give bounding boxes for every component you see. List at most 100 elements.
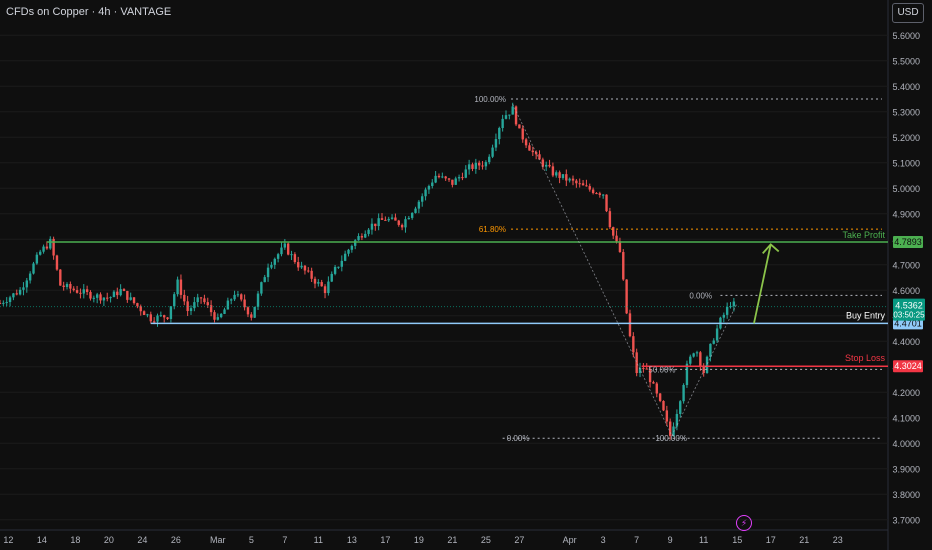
y-axis: 5.6000 5.5000 5.4000 5.3000 5.2000 5.1000 5.00… <box>892 31 920 525</box>
candle-body <box>591 189 595 194</box>
candle-body <box>397 220 400 225</box>
y-tick-label: 4.0000 <box>892 439 920 449</box>
x-tick-label: 11 <box>699 535 708 545</box>
candle-body <box>320 282 323 287</box>
candle-body <box>424 189 427 197</box>
candle-body <box>514 106 518 125</box>
candle-body <box>471 164 474 169</box>
candle-body <box>400 224 404 228</box>
candle-body <box>414 208 417 213</box>
lightning-icon[interactable]: ⚡ <box>736 515 752 531</box>
candle-body <box>286 243 290 255</box>
candle-body <box>236 294 240 296</box>
candle-body <box>146 314 149 316</box>
candle-body <box>340 260 343 267</box>
chart-title: CFDs on Copper · 4h · VANTAGE <box>6 6 172 18</box>
y-tick-label: 3.8000 <box>892 490 920 500</box>
candle-body <box>642 367 645 369</box>
candle-body <box>518 124 521 129</box>
candle-body <box>199 297 203 299</box>
x-tick-label: Apr <box>563 535 577 545</box>
candle-body <box>377 218 380 227</box>
x-tick-label: 15 <box>732 535 742 545</box>
candle-body <box>672 426 675 436</box>
candle-body <box>159 315 163 317</box>
candle-body <box>42 246 45 252</box>
fib-level-label: 50.00% <box>648 365 675 374</box>
candle-body <box>99 294 102 301</box>
candle-body <box>434 175 437 183</box>
candle-body <box>270 264 273 268</box>
candle-body <box>15 293 18 295</box>
y-tick-label: 4.1000 <box>892 413 920 423</box>
y-tick-label: 5.5000 <box>892 56 920 66</box>
candle-body <box>575 180 578 184</box>
candle-body <box>246 307 250 315</box>
candle-body <box>303 265 307 271</box>
x-tick-label: 3 <box>601 535 606 545</box>
candle-body <box>598 193 602 195</box>
candle-body <box>474 162 478 169</box>
candle-body <box>531 150 534 153</box>
x-tick-label: 17 <box>766 535 776 545</box>
candle-body <box>679 401 682 414</box>
candle-body <box>364 233 367 238</box>
candle-body <box>488 156 491 163</box>
candle-body <box>675 413 679 427</box>
candle-body <box>243 299 246 308</box>
candle-body <box>79 292 82 294</box>
x-tick-label: 9 <box>668 535 673 545</box>
candle-body <box>85 289 89 292</box>
candle-body <box>638 367 642 374</box>
candle-body <box>689 356 692 364</box>
candle-body <box>333 266 337 274</box>
x-tick-label: 7 <box>634 535 639 545</box>
candle-body <box>330 273 333 282</box>
fib-level-label: 100.00% <box>474 95 506 104</box>
candle-body <box>219 313 223 318</box>
candle-body <box>307 270 310 272</box>
x-tick-label: 12 <box>3 535 13 545</box>
candle-body <box>655 383 658 394</box>
candle-body <box>367 229 370 234</box>
candle-body <box>354 240 357 246</box>
candle-body <box>92 297 96 299</box>
candle-body <box>142 311 146 316</box>
candle-body <box>280 247 283 255</box>
candle-body <box>209 305 213 313</box>
candle-body <box>273 258 276 265</box>
fib-level-label: 0.00% <box>689 291 712 300</box>
y-tick-label: 5.0000 <box>892 184 920 194</box>
x-tick-label: 27 <box>514 535 524 545</box>
y-tick-label: 4.2000 <box>892 388 920 398</box>
candle-body <box>618 241 622 253</box>
candle-body <box>484 162 488 167</box>
candle-body <box>75 290 79 293</box>
candle-body <box>169 306 173 319</box>
candle-body <box>464 169 467 178</box>
candle-body <box>52 238 55 256</box>
candle-body <box>541 159 545 167</box>
candle-body <box>5 302 8 304</box>
candle-body <box>116 291 119 296</box>
x-tick-label: 23 <box>833 535 843 545</box>
candle-body <box>561 174 565 178</box>
candle-body <box>22 287 25 290</box>
candle-body <box>538 154 541 160</box>
candle-body <box>196 297 199 303</box>
fib-level-label: 61.80% <box>479 225 506 234</box>
candle-body <box>8 297 12 303</box>
candle-body <box>534 152 538 155</box>
candle-body <box>39 251 42 255</box>
candle-body <box>12 293 15 298</box>
candle-body <box>457 177 461 179</box>
candle-body <box>387 218 390 221</box>
currency-button[interactable]: USD <box>892 3 924 23</box>
candle-body <box>317 282 320 284</box>
candle-body <box>498 128 501 140</box>
x-tick-label: 11 <box>314 535 323 545</box>
candle-body <box>390 217 394 219</box>
y-tick-label: 3.7000 <box>892 515 920 525</box>
candle-body <box>585 185 588 187</box>
